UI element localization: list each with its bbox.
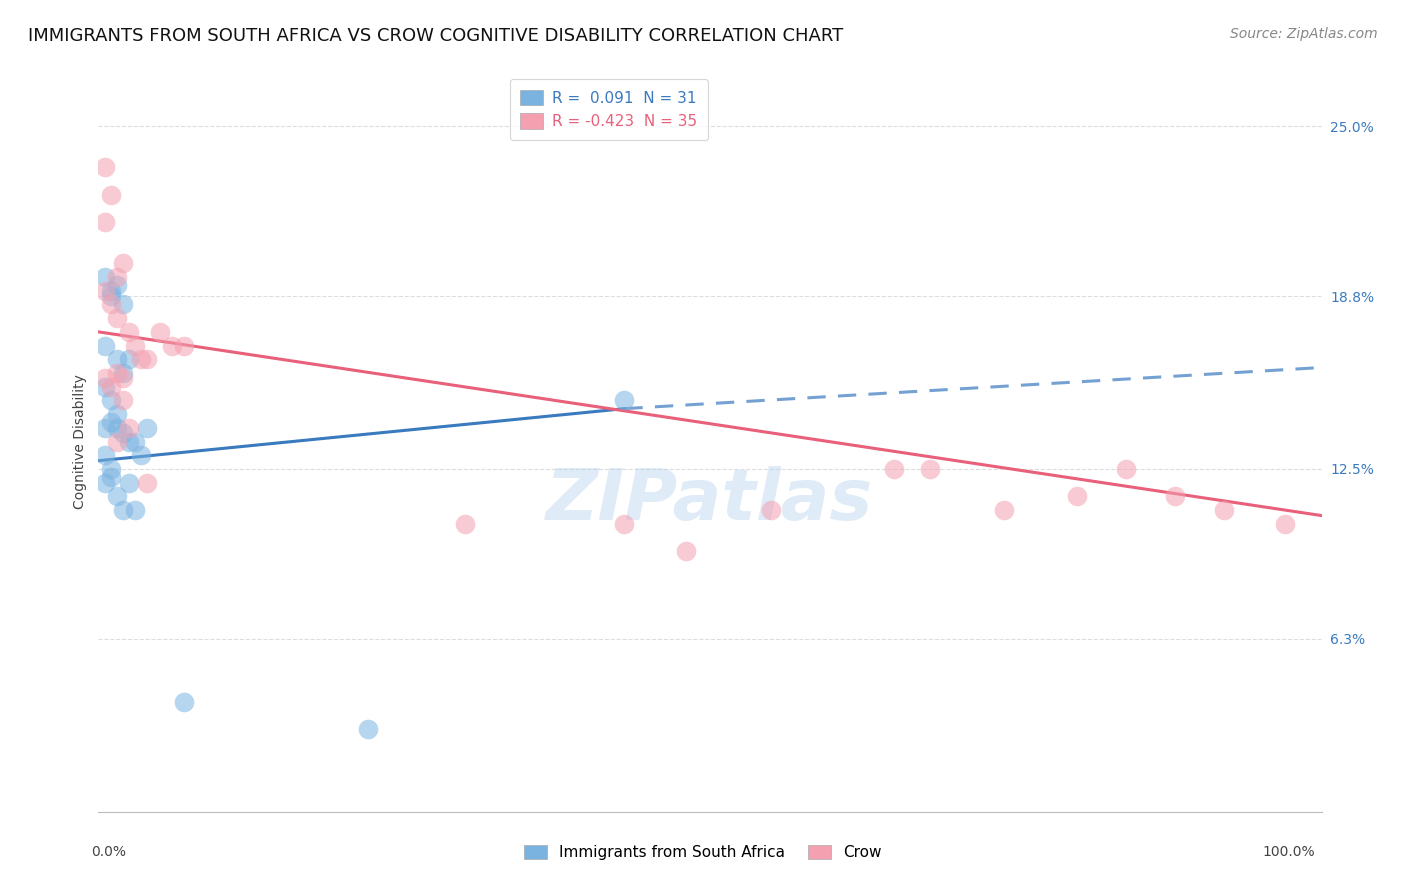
Point bbox=[100, 297, 122, 311]
Point bbox=[105, 366, 128, 380]
Y-axis label: Cognitive Disability: Cognitive Disability bbox=[73, 374, 87, 509]
Point bbox=[105, 352, 128, 367]
Point bbox=[160, 338, 183, 352]
Point bbox=[105, 311, 128, 326]
Point bbox=[118, 434, 141, 449]
Point bbox=[761, 503, 783, 517]
Text: 100.0%: 100.0% bbox=[1263, 845, 1315, 859]
Point bbox=[111, 393, 134, 408]
Point bbox=[1212, 503, 1234, 517]
Point bbox=[111, 371, 134, 385]
Point bbox=[993, 503, 1015, 517]
Point bbox=[111, 426, 134, 441]
Point bbox=[1274, 516, 1296, 531]
Point bbox=[105, 489, 128, 503]
Point bbox=[100, 380, 122, 394]
Point bbox=[93, 215, 115, 229]
Point bbox=[93, 284, 115, 298]
Point bbox=[93, 421, 115, 435]
Point bbox=[93, 270, 115, 285]
Point bbox=[124, 338, 146, 352]
Point bbox=[1164, 489, 1187, 503]
Point bbox=[111, 256, 134, 270]
Point bbox=[675, 544, 697, 558]
Point bbox=[129, 448, 152, 462]
Point bbox=[136, 352, 159, 367]
Point bbox=[100, 415, 122, 429]
Point bbox=[118, 325, 141, 339]
Point bbox=[105, 421, 128, 435]
Point bbox=[149, 325, 172, 339]
Point bbox=[93, 448, 115, 462]
Point bbox=[100, 393, 122, 408]
Point bbox=[111, 503, 134, 517]
Point bbox=[93, 161, 115, 175]
Point bbox=[93, 338, 115, 352]
Point bbox=[118, 475, 141, 490]
Point bbox=[105, 278, 128, 293]
Point bbox=[124, 503, 146, 517]
Text: IMMIGRANTS FROM SOUTH AFRICA VS CROW COGNITIVE DISABILITY CORRELATION CHART: IMMIGRANTS FROM SOUTH AFRICA VS CROW COG… bbox=[28, 27, 844, 45]
Point bbox=[173, 695, 195, 709]
Point bbox=[920, 462, 942, 476]
Point bbox=[105, 407, 128, 421]
Legend: Immigrants from South Africa, Crow: Immigrants from South Africa, Crow bbox=[517, 839, 889, 866]
Point bbox=[100, 462, 122, 476]
Point bbox=[100, 187, 122, 202]
Point bbox=[356, 723, 378, 737]
Point bbox=[100, 284, 122, 298]
Legend: R =  0.091  N = 31, R = -0.423  N = 35: R = 0.091 N = 31, R = -0.423 N = 35 bbox=[510, 79, 709, 140]
Point bbox=[1066, 489, 1088, 503]
Point bbox=[111, 366, 134, 380]
Point bbox=[613, 393, 636, 408]
Text: Source: ZipAtlas.com: Source: ZipAtlas.com bbox=[1230, 27, 1378, 41]
Point bbox=[136, 475, 159, 490]
Point bbox=[613, 516, 636, 531]
Text: ZIPatlas: ZIPatlas bbox=[547, 467, 873, 535]
Point bbox=[100, 289, 122, 303]
Point bbox=[93, 371, 115, 385]
Text: 0.0%: 0.0% bbox=[91, 845, 127, 859]
Point bbox=[105, 270, 128, 285]
Point bbox=[118, 421, 141, 435]
Point bbox=[454, 516, 477, 531]
Point bbox=[883, 462, 905, 476]
Point bbox=[129, 352, 152, 367]
Point bbox=[100, 470, 122, 484]
Point bbox=[118, 352, 141, 367]
Point bbox=[136, 421, 159, 435]
Point bbox=[124, 434, 146, 449]
Point bbox=[105, 434, 128, 449]
Point bbox=[111, 297, 134, 311]
Point bbox=[93, 380, 115, 394]
Point bbox=[1115, 462, 1137, 476]
Point bbox=[173, 338, 195, 352]
Point bbox=[93, 475, 115, 490]
